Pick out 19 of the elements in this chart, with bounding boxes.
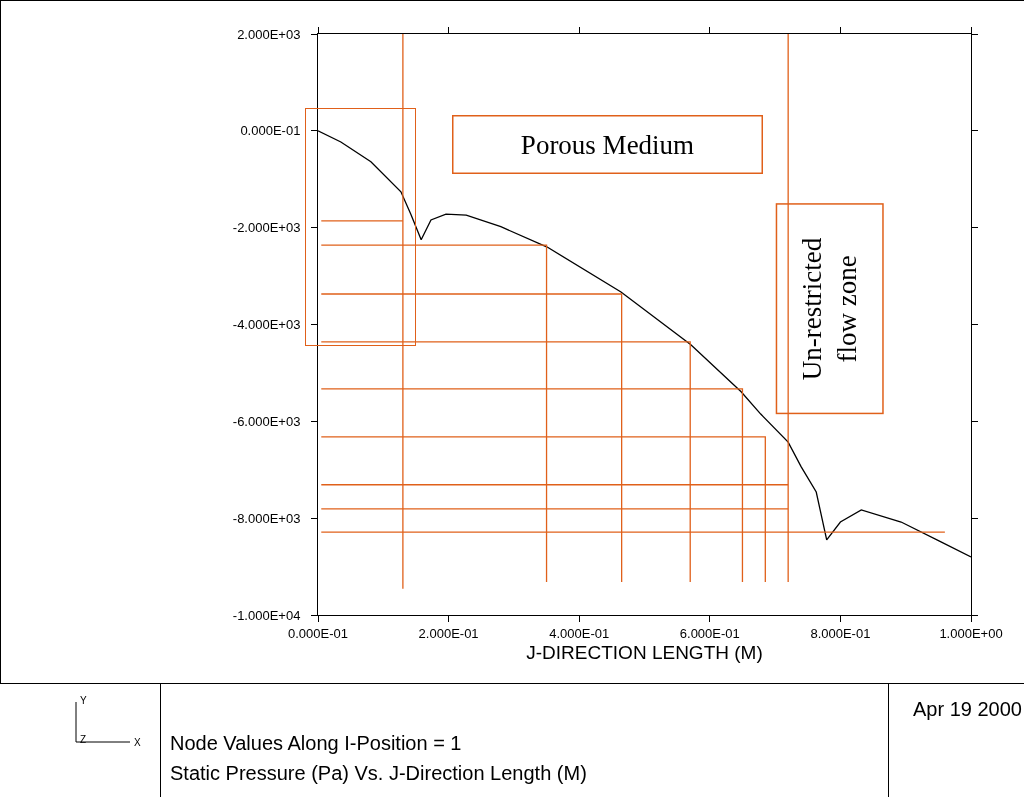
annotation: Un-restricted flow zone (797, 237, 863, 381)
y-tick-label: -1.000E+04 (232, 607, 301, 623)
x-tick-label: 0.000E-01 (288, 625, 348, 641)
y-tick-label: -4.000E+03 (232, 317, 301, 333)
y-tick-label: 2.000E+03 (237, 26, 301, 42)
x-tick-label: 2.000E-01 (418, 625, 479, 641)
y-tick-label: 0.000E-01 (240, 123, 301, 139)
annotation: Porous Medium (520, 129, 695, 160)
x-axis-title: J-DIRECTION LENGTH (M) (526, 642, 763, 664)
x-tick-label: 8.000E-01 (810, 625, 871, 641)
y-tick-label: -6.000E+03 (232, 413, 301, 429)
y-tick-label: -2.000E+03 (232, 220, 301, 236)
x-tick-label: 1.000E+00 (939, 625, 1003, 641)
text: Node Values Along I-Position = 1 (170, 732, 462, 755)
text: Static Pressure (Pa) Vs. J-Direction Length (M) (170, 762, 587, 785)
x-tick-label: 4.000E-01 (549, 625, 610, 641)
text: Apr 19 2000 (913, 698, 1022, 721)
x-tick-label: 6.000E-01 (679, 625, 740, 641)
y-tick-label: -8.000E+03 (232, 510, 301, 526)
